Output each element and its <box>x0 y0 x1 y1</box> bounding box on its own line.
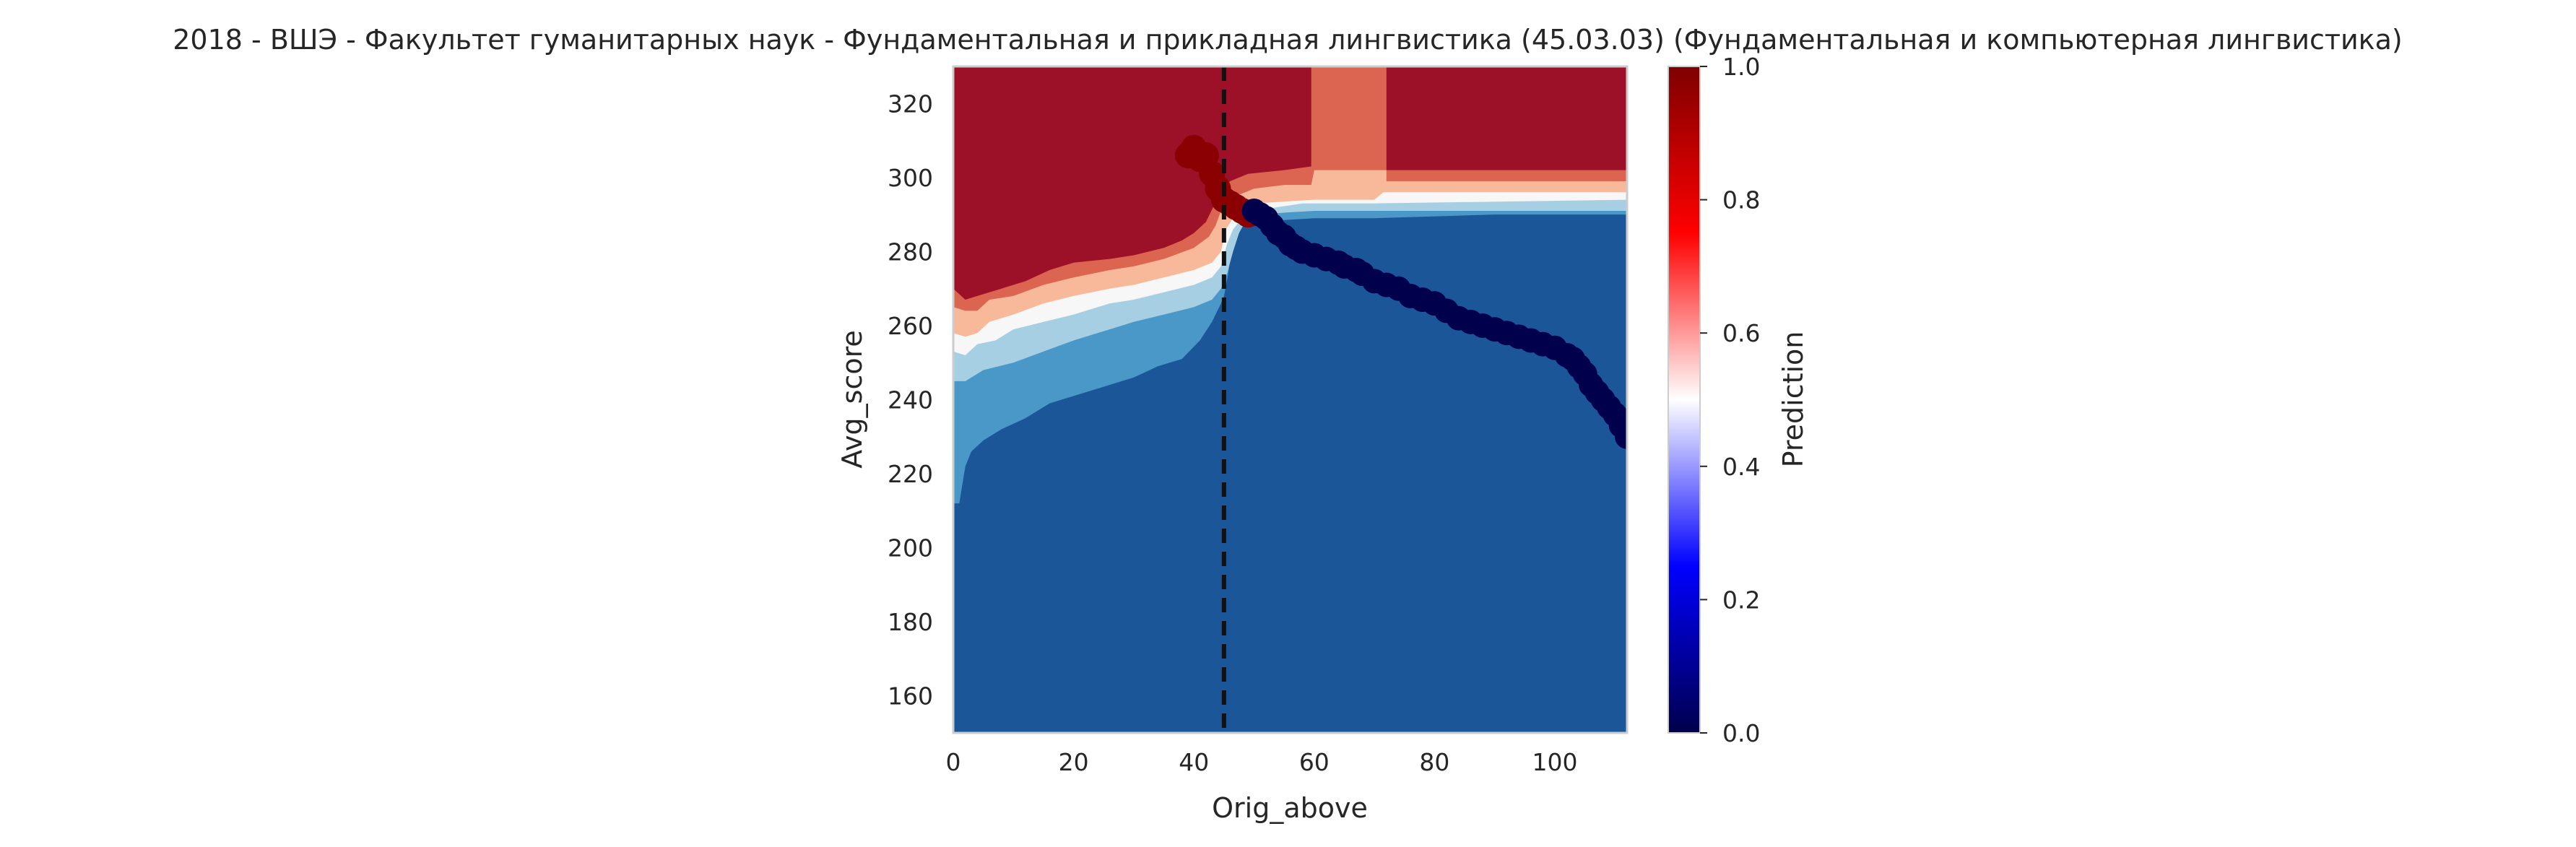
y-tick-label: 160 <box>888 682 933 711</box>
x-tick-label: 20 <box>1059 748 1089 776</box>
plot-area <box>952 65 1629 734</box>
x-tick-label: 60 <box>1299 748 1330 776</box>
colorbar-tick-label: 1.0 <box>1722 53 1760 81</box>
colorbar-ticks: 0.0 0.2 0.4 0.6 0.8 1.0 <box>1700 53 1760 747</box>
colorbar-label: Prediction <box>1777 331 1809 468</box>
colorbar-tick-label: 0.0 <box>1722 719 1760 747</box>
x-tick-label: 0 <box>946 748 961 776</box>
colorbar-tick-label: 0.4 <box>1722 453 1760 481</box>
y-tick-label: 320 <box>888 90 933 118</box>
y-tick-label: 220 <box>888 460 933 488</box>
x-tick-label: 40 <box>1179 748 1209 776</box>
y-axis-ticks: 160 180 200 220 240 260 280 300 320 <box>888 90 933 710</box>
plot-frame <box>952 65 1629 734</box>
x-axis-ticks: 0 20 40 60 80 100 <box>946 748 1578 776</box>
y-tick-label: 280 <box>888 238 933 266</box>
contour-bands <box>953 66 1627 504</box>
colorbar-tick-label: 0.8 <box>1722 186 1760 214</box>
x-axis-label: Orig_above <box>1212 792 1368 824</box>
y-tick-label: 240 <box>888 386 933 414</box>
y-tick-label: 200 <box>888 534 933 563</box>
prediction-points <box>1174 134 1627 449</box>
x-tick-label: 80 <box>1419 748 1449 776</box>
y-tick-label: 260 <box>888 312 933 340</box>
colorbar: 0.0 0.2 0.4 0.6 0.8 1.0 Prediction <box>1668 53 1809 747</box>
x-tick-label: 100 <box>1532 748 1578 776</box>
contour-band-high <box>953 66 1627 300</box>
chart-title: 2018 - ВШЭ - Факультет гуманитарных наук… <box>173 24 2402 56</box>
point-negative <box>1615 424 1627 449</box>
y-axis-label: Avg_score <box>836 330 868 468</box>
y-tick-label: 180 <box>888 608 933 636</box>
colorbar-scale <box>1668 66 1701 734</box>
colorbar-tick-label: 0.6 <box>1722 319 1760 347</box>
y-tick-label: 300 <box>888 164 933 192</box>
colorbar-tick-label: 0.2 <box>1722 586 1760 614</box>
